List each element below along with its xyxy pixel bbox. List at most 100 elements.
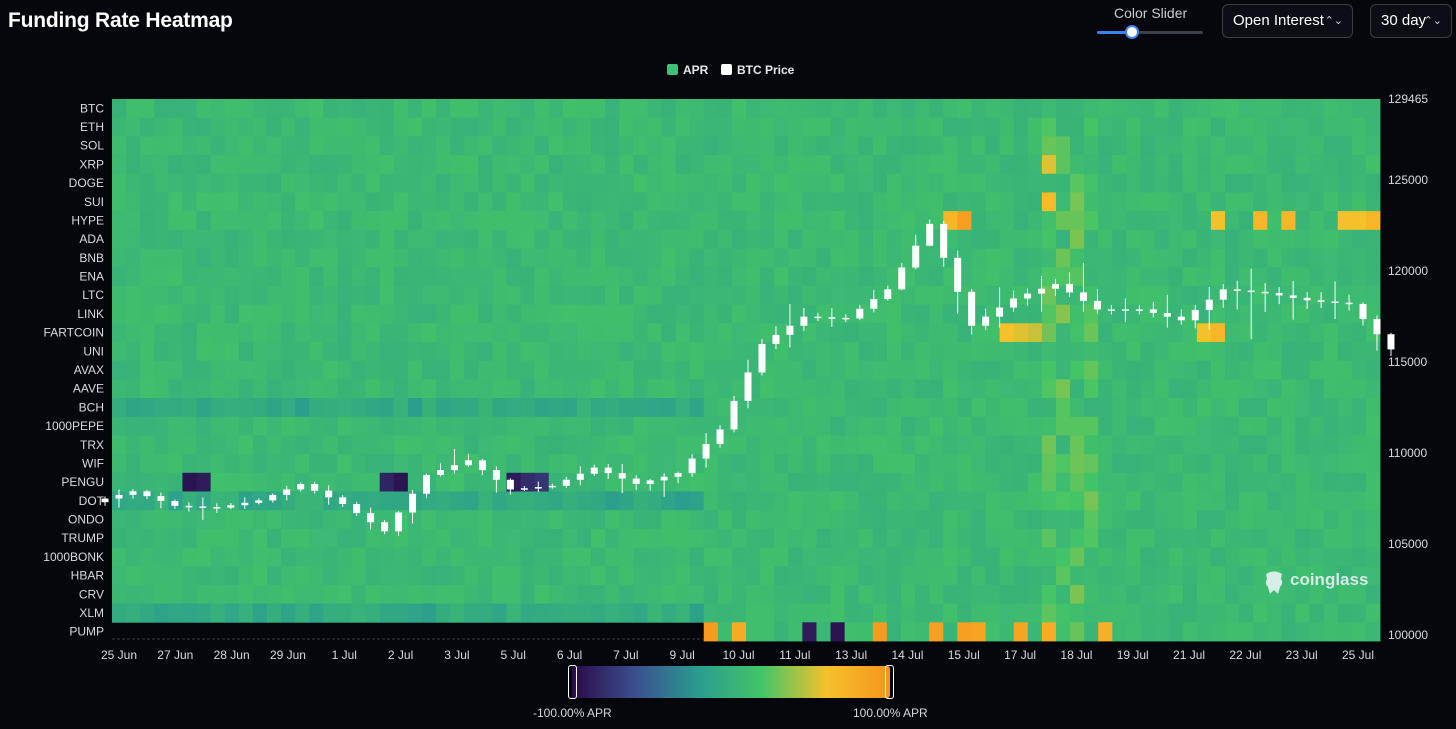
heatmap-cell[interactable] bbox=[1365, 603, 1381, 623]
heatmap-cell[interactable] bbox=[534, 211, 550, 231]
heatmap-cell[interactable] bbox=[1239, 566, 1254, 586]
heatmap-cell[interactable] bbox=[1337, 416, 1353, 436]
heatmap-cell[interactable] bbox=[703, 99, 719, 119]
heatmap-cell[interactable] bbox=[548, 136, 564, 156]
heatmap-cell[interactable] bbox=[266, 510, 282, 530]
heatmap-cell[interactable] bbox=[450, 398, 465, 418]
heatmap-cell[interactable] bbox=[788, 248, 803, 268]
heatmap-cell[interactable] bbox=[985, 622, 1000, 642]
heatmap-cell[interactable] bbox=[1337, 173, 1353, 193]
heatmap-cell[interactable] bbox=[999, 584, 1015, 605]
heatmap-cell[interactable] bbox=[1196, 323, 1212, 343]
heatmap-cell[interactable] bbox=[858, 603, 874, 623]
heatmap-cell[interactable] bbox=[1154, 341, 1170, 362]
heatmap-cell[interactable] bbox=[858, 398, 874, 418]
heatmap-cell[interactable] bbox=[1253, 416, 1268, 436]
heatmap-cell[interactable] bbox=[436, 267, 451, 287]
heatmap-cell[interactable] bbox=[703, 454, 719, 474]
heatmap-cell[interactable] bbox=[281, 510, 296, 530]
heatmap-cell[interactable] bbox=[450, 229, 465, 249]
heatmap-cell[interactable] bbox=[675, 173, 691, 193]
heatmap-cell[interactable] bbox=[619, 192, 634, 212]
heatmap-cell[interactable] bbox=[591, 472, 606, 492]
heatmap-cell[interactable] bbox=[1070, 155, 1085, 175]
heatmap-cell[interactable] bbox=[703, 622, 719, 642]
heatmap-cell[interactable] bbox=[1225, 229, 1240, 249]
heatmap-cell[interactable] bbox=[943, 398, 958, 418]
heatmap-cell[interactable] bbox=[830, 117, 846, 137]
period-select[interactable]: 30 day ⌃⌄ bbox=[1370, 4, 1452, 38]
heatmap-cell[interactable] bbox=[295, 584, 310, 605]
heatmap-cell[interactable] bbox=[182, 323, 197, 343]
heatmap-cell[interactable] bbox=[337, 566, 352, 586]
heatmap-cell[interactable] bbox=[915, 379, 930, 399]
heatmap-cell[interactable] bbox=[1112, 622, 1127, 642]
heatmap-cell[interactable] bbox=[760, 379, 775, 399]
heatmap-cell[interactable] bbox=[506, 155, 521, 175]
heatmap-cell[interactable] bbox=[182, 491, 197, 511]
heatmap-cell[interactable] bbox=[1154, 472, 1170, 492]
heatmap-cell[interactable] bbox=[126, 528, 141, 548]
heatmap-cell[interactable] bbox=[266, 173, 282, 193]
heatmap-cell[interactable] bbox=[492, 566, 507, 586]
heatmap-cell[interactable] bbox=[816, 566, 831, 586]
heatmap-cell[interactable] bbox=[858, 584, 874, 605]
heatmap-cell[interactable] bbox=[393, 229, 409, 249]
heatmap-cell[interactable] bbox=[238, 547, 254, 567]
heatmap-cell[interactable] bbox=[1351, 211, 1367, 231]
heatmap-cell[interactable] bbox=[999, 510, 1015, 530]
heatmap-cell[interactable] bbox=[1253, 379, 1268, 399]
heatmap-cell[interactable] bbox=[154, 304, 169, 324]
heatmap-cell[interactable] bbox=[633, 267, 648, 287]
heatmap-cell[interactable] bbox=[1239, 155, 1254, 175]
heatmap-cell[interactable] bbox=[295, 267, 310, 287]
heatmap-cell[interactable] bbox=[393, 341, 409, 362]
heatmap-cell[interactable] bbox=[309, 136, 324, 156]
heatmap-cell[interactable] bbox=[746, 304, 761, 324]
heatmap-cell[interactable] bbox=[746, 323, 761, 343]
heatmap-cell[interactable] bbox=[436, 528, 451, 548]
heatmap-cell[interactable] bbox=[971, 267, 986, 287]
heatmap-cell[interactable] bbox=[886, 435, 902, 455]
heatmap-cell[interactable] bbox=[351, 117, 366, 137]
heatmap-cell[interactable] bbox=[464, 304, 479, 324]
heatmap-cell[interactable] bbox=[858, 229, 874, 249]
heatmap-cell[interactable] bbox=[562, 248, 578, 268]
heatmap-cell[interactable] bbox=[788, 229, 803, 249]
heatmap-cell[interactable] bbox=[464, 173, 479, 193]
heatmap-cell[interactable] bbox=[421, 211, 437, 231]
heatmap-cell[interactable] bbox=[196, 435, 212, 455]
heatmap-cell[interactable] bbox=[520, 566, 536, 586]
heatmap-cell[interactable] bbox=[351, 566, 366, 586]
heatmap-cell[interactable] bbox=[689, 248, 705, 268]
heatmap-cell[interactable] bbox=[1281, 136, 1296, 156]
heatmap-cell[interactable] bbox=[450, 491, 465, 511]
heatmap-cell[interactable] bbox=[182, 547, 197, 567]
heatmap-cell[interactable] bbox=[1309, 435, 1325, 455]
heatmap-cell[interactable] bbox=[746, 491, 761, 511]
heatmap-cell[interactable] bbox=[1168, 528, 1184, 548]
color-slider-track[interactable] bbox=[1097, 31, 1203, 34]
heatmap-cell[interactable] bbox=[816, 136, 831, 156]
heatmap-cell[interactable] bbox=[703, 192, 719, 212]
heatmap-cell[interactable] bbox=[1055, 584, 1071, 605]
heatmap-cell[interactable] bbox=[1013, 491, 1029, 511]
heatmap-cell[interactable] bbox=[168, 323, 183, 343]
heatmap-cell[interactable] bbox=[900, 341, 916, 362]
heatmap-cell[interactable] bbox=[351, 267, 366, 287]
heatmap-cell[interactable] bbox=[1154, 454, 1170, 474]
heatmap-cell[interactable] bbox=[802, 603, 817, 623]
heatmap-cell[interactable] bbox=[1281, 229, 1296, 249]
heatmap-cell[interactable] bbox=[492, 416, 507, 436]
heatmap-cell[interactable] bbox=[647, 341, 662, 362]
heatmap-cell[interactable] bbox=[576, 229, 592, 249]
heatmap-cell[interactable] bbox=[562, 491, 578, 511]
heatmap-cell[interactable] bbox=[1027, 379, 1043, 399]
heatmap-cell[interactable] bbox=[985, 99, 1000, 119]
heatmap-cell[interactable] bbox=[858, 360, 874, 380]
heatmap-cell[interactable] bbox=[224, 360, 240, 380]
heatmap-cell[interactable] bbox=[591, 192, 606, 212]
heatmap-cell[interactable] bbox=[1112, 360, 1127, 380]
heatmap-cell[interactable] bbox=[774, 211, 789, 231]
heatmap-cell[interactable] bbox=[1041, 584, 1057, 605]
